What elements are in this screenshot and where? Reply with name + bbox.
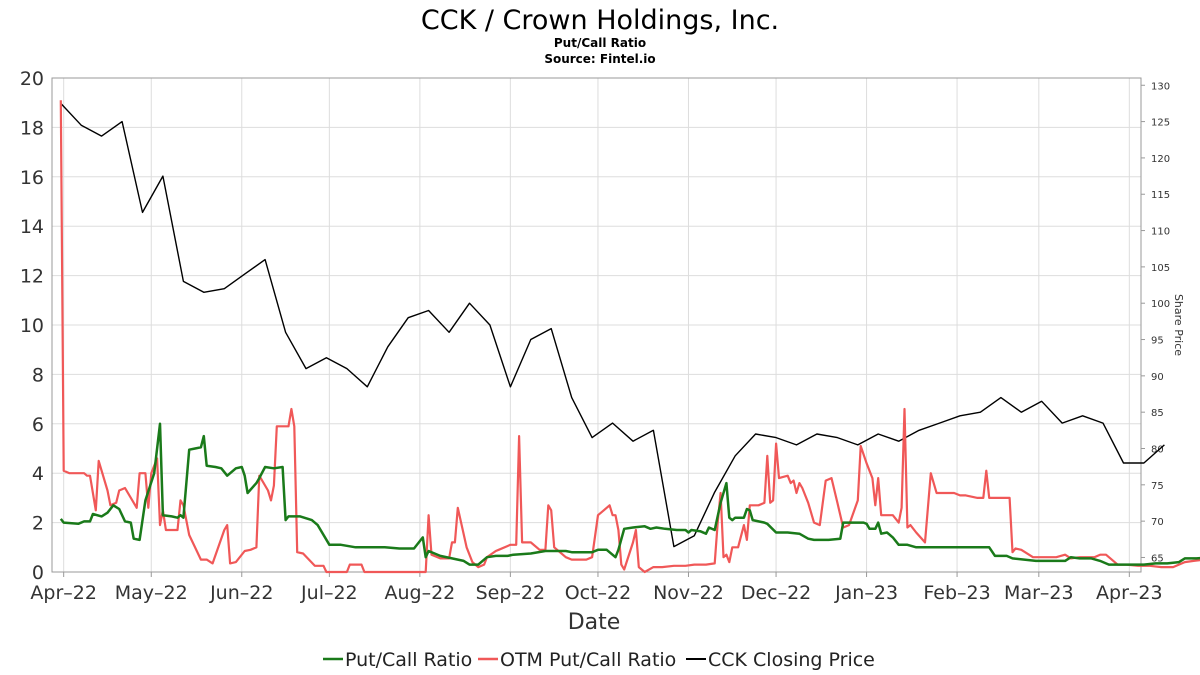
x-tick-label: Feb–23 — [923, 582, 990, 604]
x-tick-label: Jul–22 — [300, 582, 358, 604]
x-tick-label: Apr–23 — [1096, 582, 1163, 604]
right-tick-label: 75 — [1151, 481, 1164, 492]
left-tick-label: 12 — [20, 266, 44, 288]
right-tick-label: 110 — [1151, 227, 1170, 238]
x-axis-label: Date — [568, 610, 621, 635]
left-tick-label: 16 — [20, 167, 44, 189]
right-tick-label: 95 — [1151, 336, 1164, 347]
right-tick-label: 115 — [1151, 190, 1170, 201]
left-tick-label: 4 — [32, 463, 44, 485]
series-line-put-call-ratio — [59, 422, 1200, 566]
left-axis: 0 2 4 6 8 10 12 14 16 18 20 — [20, 68, 44, 584]
left-tick-label: 0 — [32, 562, 44, 584]
x-tick-label: Jan–23 — [834, 582, 898, 604]
right-tick-label: 90 — [1151, 372, 1164, 383]
x-tick-label: Oct–22 — [565, 582, 632, 604]
right-axis-label: Share Price — [1172, 294, 1185, 356]
x-axis: Apr–22 May–22 Jun–22 Jul–22 Aug–22 Sep–22 Oct–… — [30, 572, 1163, 604]
series-line-otm-put-call-ratio — [59, 100, 1200, 574]
series-layer — [59, 100, 1200, 574]
x-tick-label: Apr–22 — [30, 582, 97, 604]
x-tick-label: Jun–22 — [209, 582, 273, 604]
right-tick-label: 100 — [1151, 299, 1170, 310]
left-tick-label: 10 — [20, 315, 44, 337]
right-tick-label: 105 — [1151, 263, 1170, 274]
left-tick-label: 2 — [32, 513, 44, 535]
legend: Put/Call Ratio OTM Put/Call Ratio CCK Cl… — [323, 649, 875, 671]
x-tick-label: Sep–22 — [476, 582, 546, 604]
chart-subtitle: Put/Call Ratio — [554, 36, 646, 50]
x-tick-label: Mar–23 — [1004, 582, 1074, 604]
left-tick-label: 6 — [32, 414, 44, 436]
right-tick-label: 85 — [1151, 408, 1164, 419]
left-tick-label: 8 — [32, 364, 44, 386]
left-tick-label: 18 — [20, 117, 44, 139]
x-tick-label: May–22 — [115, 582, 188, 604]
right-tick-label: 70 — [1151, 517, 1164, 528]
series-line-cck-closing-price — [60, 102, 1165, 548]
legend-label-put-call: Put/Call Ratio — [345, 649, 472, 671]
right-tick-label: 130 — [1151, 81, 1170, 92]
x-tick-label: Dec–22 — [741, 582, 811, 604]
x-tick-label: Nov–22 — [653, 582, 724, 604]
legend-label-otm-put-call: OTM Put/Call Ratio — [500, 649, 676, 671]
plot-frame — [51, 77, 1142, 573]
right-tick-label: 120 — [1151, 154, 1170, 165]
chart-title: CCK / Crown Holdings, Inc. — [421, 5, 779, 36]
right-tick-label: 80 — [1151, 445, 1164, 456]
right-tick-label: 125 — [1151, 118, 1170, 129]
right-axis: 65 70 75 80 85 90 95 100 105 110 115 120 125 130 — [1141, 81, 1170, 564]
left-tick-label: 14 — [20, 216, 44, 238]
right-tick-label: 65 — [1151, 553, 1164, 564]
left-tick-label: 20 — [20, 68, 44, 90]
legend-label-closing-price: CCK Closing Price — [708, 649, 875, 671]
chart-source: Source: Fintel.io — [544, 52, 655, 66]
x-tick-label: Aug–22 — [384, 582, 455, 604]
